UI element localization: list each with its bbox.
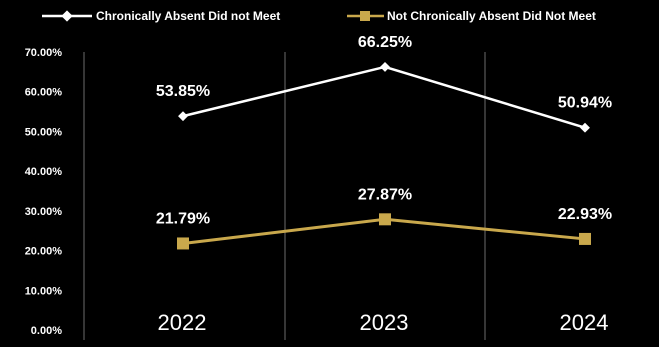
legend-item-not-chronically-absent: Not Chronically Absent Did Not Meet: [347, 9, 596, 23]
y-tick-label: 20.00%: [25, 246, 63, 258]
legend: Chronically Absent Did not Meet Not Chro…: [42, 9, 596, 23]
y-axis: 70.00% 60.00% 50.00% 40.00% 30.00% 20.00% 10.0…: [25, 47, 63, 337]
data-point-marker: [177, 237, 189, 250]
legend-label-1: Chronically Absent Did not Meet: [96, 9, 280, 23]
data-label: 66.25%: [358, 34, 412, 51]
y-tick-label: 30.00%: [25, 206, 63, 218]
series-1: 53.85% 66.25% 50.94%: [156, 34, 612, 133]
category-separators: [83, 52, 486, 340]
y-tick-label: 10.00%: [25, 285, 63, 297]
category-label: 2023: [360, 310, 409, 335]
y-tick-label: 40.00%: [25, 166, 63, 178]
series-2: 21.79% 27.87% 22.93%: [156, 186, 612, 250]
series-layer: 53.85% 66.25% 50.94% 21.79% 27.87% 22.93%: [156, 34, 612, 250]
data-point-marker: [579, 232, 591, 245]
y-tick-label: 50.00%: [25, 126, 63, 138]
category-label: 2022: [158, 310, 207, 335]
data-label: 27.87%: [358, 186, 412, 203]
data-label: 22.93%: [558, 206, 612, 223]
legend-label-2: Not Chronically Absent Did Not Meet: [387, 9, 596, 23]
data-point-marker: [580, 122, 590, 133]
data-point-marker: [379, 213, 391, 226]
legend-swatch-square: [360, 11, 370, 21]
y-tick-label: 70.00%: [25, 47, 63, 59]
data-label: 21.79%: [156, 210, 210, 227]
category-label: 2024: [560, 310, 609, 335]
category-labels: 2022 2023 2024: [158, 310, 609, 335]
data-label: 50.94%: [558, 95, 612, 112]
y-tick-label: 60.00%: [25, 87, 63, 99]
y-tick-label: 0.00%: [31, 325, 62, 337]
data-point-marker: [178, 111, 188, 122]
data-label: 53.85%: [156, 83, 210, 100]
